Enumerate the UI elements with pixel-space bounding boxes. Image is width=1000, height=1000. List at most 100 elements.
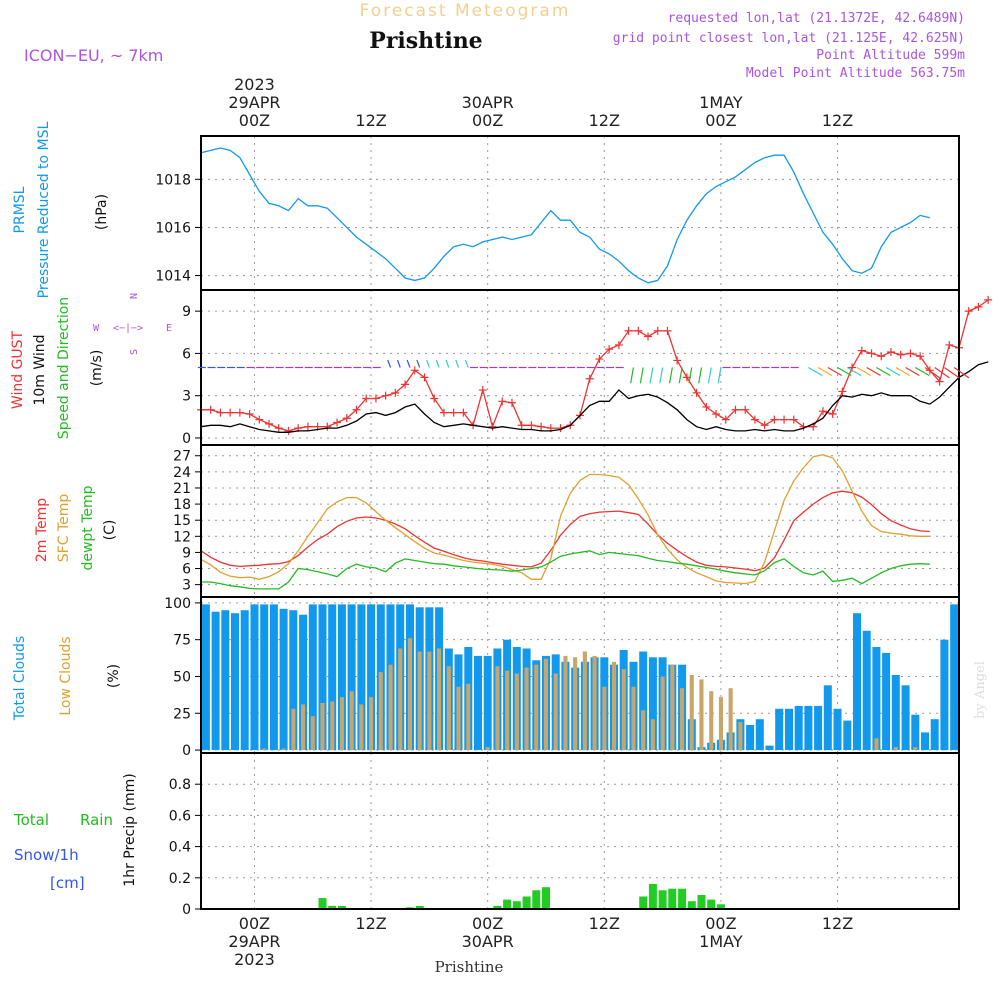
bar-primary (522, 896, 531, 909)
info-line-1: requested lon,lat (21.1372E, 42.6489N) (668, 11, 965, 26)
gust-marker (644, 332, 653, 341)
gust-marker (585, 374, 594, 383)
bar-primary (901, 685, 910, 751)
wind-unit: (m/s) (89, 350, 105, 387)
y-tick-label: 0 (182, 902, 191, 918)
bar-secondary (320, 703, 325, 751)
forecast-meteogram-title: Forecast Meteogram (360, 1, 571, 21)
snow-label: Snow/1h (14, 846, 79, 864)
gust-marker (507, 398, 516, 407)
bar-primary (250, 604, 259, 751)
wind-arrow (846, 366, 862, 377)
wind-arrow (707, 367, 712, 384)
time-label: 00Z (705, 111, 736, 130)
y-tick-label: 18 (173, 497, 191, 513)
bar-primary (221, 610, 230, 750)
bar-secondary (563, 655, 568, 751)
bar-primary (775, 708, 784, 750)
y-tick-label: 6 (182, 346, 191, 362)
gust-marker (420, 373, 429, 382)
time-label: 00Z (472, 111, 503, 130)
compass-cross: <−|−> (113, 323, 143, 334)
gust-marker (721, 415, 730, 424)
bar-secondary (301, 704, 306, 750)
temp-sfc-label: SFC Temp (56, 494, 72, 563)
wind-arrow (426, 359, 430, 368)
time-label: 29APR (228, 93, 280, 112)
bar-secondary (728, 688, 733, 750)
gust-marker (333, 418, 342, 427)
wind-arrow (445, 359, 450, 368)
compass-s: S (129, 349, 140, 355)
bar-secondary (407, 638, 412, 750)
gust-marker (352, 405, 361, 414)
gust-marker (818, 407, 827, 416)
bar-primary (269, 604, 278, 751)
gust-marker (712, 410, 721, 418)
wind-arrow (934, 367, 950, 379)
wind-arrow (924, 367, 941, 379)
bar-primary (240, 610, 249, 750)
gust-marker (838, 387, 847, 396)
bar-secondary (349, 691, 354, 751)
y-tick-label: 100 (164, 596, 191, 612)
bar-secondary (495, 666, 500, 751)
series-line-0 (200, 490, 930, 572)
y-tick-label: 24 (173, 465, 191, 481)
model-label: ICON−EU, ~ 7km (24, 46, 163, 65)
y-tick-label: 21 (173, 481, 191, 497)
y-tick-label: 1016 (155, 220, 191, 236)
time-label: 30APR (462, 932, 514, 951)
gust-marker (303, 422, 312, 431)
gust-marker (634, 326, 643, 335)
gust-marker (284, 426, 293, 435)
pressure-unit: (hPa) (94, 194, 110, 230)
precip-rain-label: Rain (80, 811, 113, 829)
bar-primary (930, 719, 939, 751)
bar-primary (823, 685, 832, 751)
gust-marker (945, 340, 954, 349)
station-title: Prishtine (369, 28, 482, 54)
y-tick-label: 0.6 (169, 808, 191, 824)
y-tick-label: 1018 (155, 172, 191, 188)
wind-arrow (717, 367, 722, 384)
wind-arrow (866, 366, 881, 377)
panel-frame (200, 752, 960, 910)
bar-primary (532, 890, 541, 909)
bar-secondary (699, 679, 704, 750)
series-line-0 (200, 147, 930, 284)
bar-primary (279, 608, 288, 751)
total-clouds-label: Total Clouds (12, 636, 28, 721)
bar-primary (474, 655, 482, 751)
wind-arrow (817, 366, 833, 377)
gust-marker (789, 415, 798, 424)
gust-marker (245, 410, 254, 418)
bar-primary (639, 651, 648, 751)
bar-primary (921, 732, 929, 751)
bar-primary (493, 905, 502, 909)
bar-primary (862, 630, 871, 750)
footer-station: Prishtine (435, 958, 504, 976)
bar-primary (678, 888, 687, 909)
bar-secondary (534, 664, 539, 751)
info-line-2: grid point closest lon,lat (21.125E, 42.… (613, 31, 965, 46)
gust-marker (235, 408, 244, 417)
gust-marker (935, 377, 944, 386)
wind-arrow (416, 359, 421, 368)
gust-marker (323, 422, 332, 431)
bar-primary (415, 905, 424, 909)
gust-marker (498, 397, 507, 406)
panel-frame (200, 135, 960, 291)
bar-primary (211, 611, 220, 750)
bar-primary (872, 647, 881, 750)
bar-primary (755, 719, 764, 751)
bar-primary (201, 604, 210, 751)
bar-secondary (553, 673, 558, 750)
time-label: 2023 (234, 75, 275, 94)
bar-secondary (359, 704, 364, 750)
gust-marker (430, 394, 439, 403)
bar-primary (833, 708, 842, 750)
gust-marker (517, 421, 526, 430)
time-label: 2023 (234, 950, 275, 969)
